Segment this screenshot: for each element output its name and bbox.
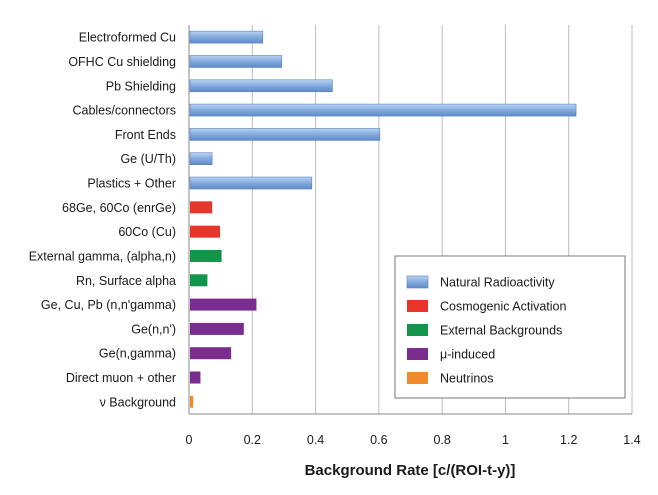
x-tick-labels: 0 0.2 0.4 0.6 0.8 1 1.2 1.4 (186, 433, 641, 447)
bars (189, 30, 577, 408)
legend-label: Cosmogenic Activation (440, 300, 567, 314)
category-label: Rn, Surface alpha (76, 274, 176, 288)
bar (189, 30, 264, 44)
category-label: Ge, Cu, Pb (n,n'gamma) (41, 298, 176, 312)
x-tick-label: 1.4 (623, 433, 640, 447)
bar (190, 225, 221, 238)
category-label: OFHC Cu shielding (68, 55, 176, 69)
bar (189, 152, 213, 166)
category-label: Pb Shielding (106, 79, 176, 93)
category-labels: Electroformed Cu OFHC Cu shielding Pb Shie… (29, 31, 176, 410)
legend-swatch (407, 348, 428, 360)
x-tick-label: 0.6 (370, 433, 387, 447)
x-axis-title: Background Rate [c/(ROI-t-y)] (305, 462, 516, 479)
legend-label: External Backgrounds (440, 324, 562, 338)
category-label: Direct muon + other (66, 371, 176, 385)
bar (189, 103, 577, 117)
bar (190, 249, 222, 262)
category-label: Electroformed Cu (79, 31, 176, 45)
legend: Natural Radioactivity Cosmogenic Activati… (394, 255, 626, 399)
bar (190, 322, 244, 335)
category-label: External gamma, (alpha,n) (29, 249, 176, 263)
legend-box (394, 255, 626, 399)
category-label: ν Background (100, 395, 176, 409)
category-label: Front Ends (115, 128, 176, 142)
category-label: Ge(n,gamma) (99, 347, 176, 361)
bar (190, 298, 257, 311)
bar (189, 55, 283, 68)
x-tick-label: 0.2 (244, 433, 261, 447)
category-label: Ge (U/Th) (120, 152, 176, 166)
legend-label: Natural Radioactivity (440, 276, 555, 290)
bar (190, 201, 213, 214)
category-label: Plastics + Other (87, 177, 176, 191)
bar (190, 371, 201, 384)
legend-swatch (407, 372, 428, 384)
bar (189, 176, 313, 190)
bar (190, 347, 232, 360)
x-tick-label: 1.2 (560, 433, 577, 447)
legend-swatch (407, 300, 428, 312)
bar (189, 128, 381, 141)
legend-label: Neutrinos (440, 372, 494, 386)
x-tick-label: 1 (502, 433, 509, 447)
x-tick-label: 0 (186, 433, 193, 447)
category-label: 68Ge, 60Co (enrGe) (62, 201, 176, 215)
bar (190, 395, 194, 408)
category-label: 60Co (Cu) (118, 225, 176, 239)
x-tick-label: 0.8 (433, 433, 450, 447)
bar (189, 79, 333, 93)
category-label: Cables/connectors (72, 104, 176, 118)
legend-swatch (407, 324, 428, 336)
legend-swatch (406, 275, 429, 289)
bar (190, 274, 208, 287)
category-label: Ge(n,n') (131, 322, 176, 336)
legend-label: μ-induced (440, 348, 495, 362)
x-tick-label: 0.4 (307, 433, 324, 447)
